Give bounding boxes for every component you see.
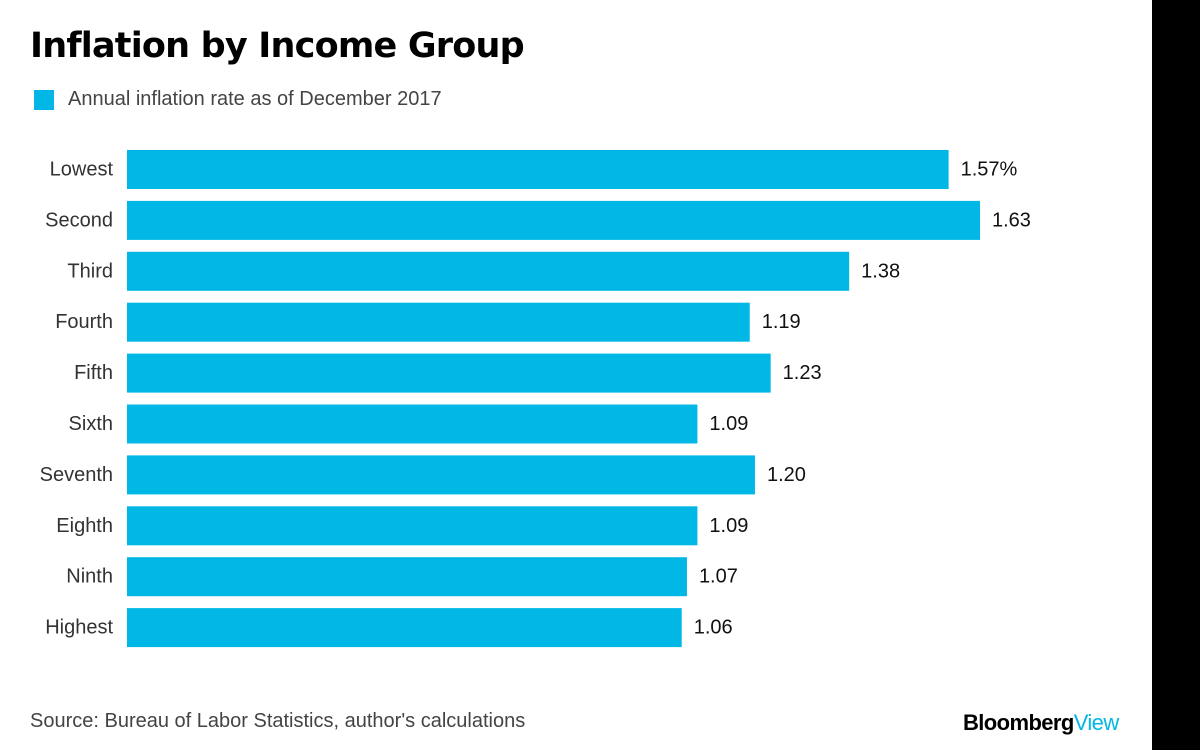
bar-sixth xyxy=(127,404,698,444)
category-label: Sixth xyxy=(69,413,113,435)
right-edge-strip xyxy=(1152,0,1200,750)
category-label: Fifth xyxy=(74,362,113,384)
category-label: Lowest xyxy=(50,159,114,181)
bar-seventh xyxy=(127,455,755,495)
legend-label: Annual inflation rate as of December 201… xyxy=(68,88,442,110)
value-label: 1.06 xyxy=(694,617,733,639)
bar-ninth xyxy=(127,557,687,597)
bar-fourth xyxy=(127,302,750,342)
value-label: 1.09 xyxy=(709,413,748,435)
brand-part-1: Bloomberg xyxy=(963,710,1074,735)
category-label: Ninth xyxy=(66,566,113,588)
value-label: 1.23 xyxy=(783,362,822,384)
value-label: 1.63 xyxy=(992,209,1031,231)
category-label: Seventh xyxy=(40,464,113,486)
value-label: 1.38 xyxy=(861,260,900,282)
bar-fifth xyxy=(127,353,771,393)
chart-title: Inflation by Income Group xyxy=(30,26,525,66)
value-label: 1.20 xyxy=(767,464,806,486)
bar-eighth xyxy=(127,506,698,546)
bar-lowest xyxy=(127,150,949,189)
category-label: Second xyxy=(45,209,113,231)
category-label: Highest xyxy=(45,617,113,639)
category-label: Eighth xyxy=(56,515,113,537)
brand-logo: BloombergView xyxy=(963,710,1119,736)
brand-part-2: View xyxy=(1073,710,1119,735)
category-label: Third xyxy=(67,260,113,282)
legend: Annual inflation rate as of December 201… xyxy=(34,88,442,111)
value-label: 1.19 xyxy=(762,311,801,333)
chart-canvas: Inflation by Income Group Annual inflati… xyxy=(30,26,1120,736)
category-label: Fourth xyxy=(55,311,113,333)
value-label: 1.09 xyxy=(709,515,748,537)
legend-swatch xyxy=(34,89,54,110)
bar-highest xyxy=(127,608,682,648)
bar-chart: Lowest 1.57% Second 1.63 Third 1.38 Fourth 1.19… xyxy=(40,150,1031,648)
bar-second xyxy=(127,200,980,240)
source-note: Source: Bureau of Labor Statistics, auth… xyxy=(30,710,526,732)
bar-third xyxy=(127,251,850,291)
value-label: 1.57% xyxy=(961,159,1018,181)
value-label: 1.07 xyxy=(699,566,738,588)
